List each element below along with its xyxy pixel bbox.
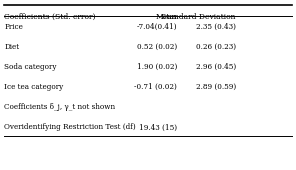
Text: Soda category: Soda category [4, 63, 57, 71]
Text: 2.89 (0.59): 2.89 (0.59) [196, 83, 236, 91]
Text: 19.43 (15): 19.43 (15) [139, 123, 177, 131]
Text: Overidentifying Restriction Test (df): Overidentifying Restriction Test (df) [4, 123, 136, 131]
Text: 1.90 (0.02): 1.90 (0.02) [137, 63, 177, 71]
Text: 0.52 (0.02): 0.52 (0.02) [137, 43, 177, 51]
Text: Coefficients (Std. error): Coefficients (Std. error) [4, 13, 96, 21]
Text: -7.04(0.41): -7.04(0.41) [137, 23, 177, 31]
Text: Diet: Diet [4, 43, 20, 51]
Text: Standard Deviation: Standard Deviation [161, 13, 236, 21]
Text: 0.26 (0.23): 0.26 (0.23) [196, 43, 236, 51]
Text: Mean: Mean [156, 13, 177, 21]
Text: Coefficients δ_j, γ_t not shown: Coefficients δ_j, γ_t not shown [4, 103, 115, 111]
Text: Ice tea category: Ice tea category [4, 83, 64, 91]
Text: 2.96 (0.45): 2.96 (0.45) [196, 63, 236, 71]
Text: 2.35 (0.43): 2.35 (0.43) [196, 23, 236, 31]
Text: -0.71 (0.02): -0.71 (0.02) [134, 83, 177, 91]
Text: Price: Price [4, 23, 23, 31]
